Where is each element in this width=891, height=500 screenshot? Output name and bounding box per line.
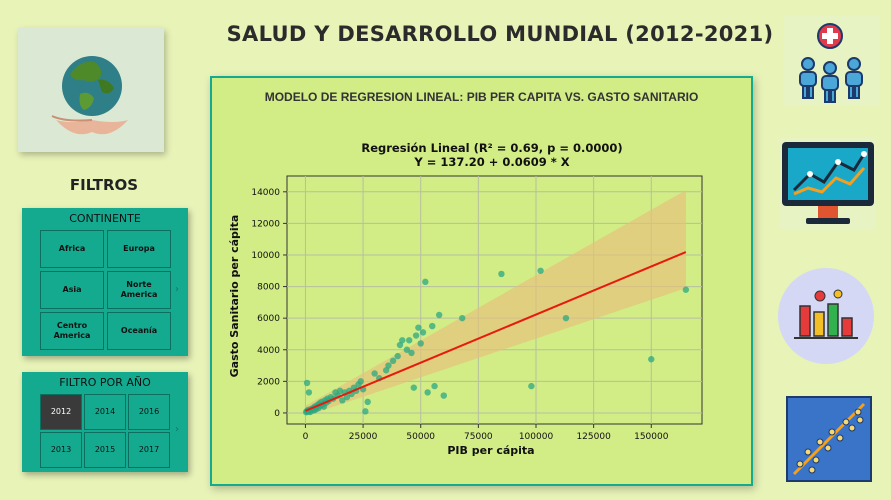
year-option-2017[interactable]: 2017	[128, 432, 170, 468]
x-tick-label: 50000	[406, 432, 435, 442]
regression-line	[305, 251, 687, 412]
bar-chart-analytics-icon	[778, 268, 874, 364]
y-tick-label: 6000	[257, 314, 280, 324]
x-tick-label: 75000	[464, 432, 493, 442]
y-tick-label: 8000	[257, 283, 280, 293]
chevron-right-icon[interactable]: ›	[175, 424, 179, 435]
x-tick-label: 25000	[349, 432, 378, 442]
data-point	[682, 286, 690, 293]
continent-slicer-title: CONTINENTE	[69, 212, 141, 225]
data-point	[339, 397, 346, 404]
data-point	[408, 349, 415, 357]
y-tick-label: 0	[274, 409, 280, 419]
year-slicer: FILTRO POR AÑO 2012 2014 2016 2013 2015 …	[22, 372, 188, 472]
data-point	[357, 378, 364, 385]
chart-title-line1: Regresión Lineal (R² = 0.69, p = 0.0000)	[361, 141, 622, 155]
data-point	[364, 398, 371, 406]
data-point	[440, 392, 447, 399]
data-point	[431, 382, 438, 390]
data-point	[399, 337, 406, 344]
monitor-growth-chart-icon	[780, 138, 876, 230]
continent-slicer: CONTINENTE Africa Europa Asia Norte Amer…	[22, 208, 188, 356]
scatter-trend-icon	[786, 396, 872, 482]
continent-option-norte-america[interactable]: Norte America	[107, 271, 171, 309]
data-point	[422, 278, 429, 286]
chart-panel-title: MODELO DE REGRESION LINEAL: PIB PER CAPI…	[264, 90, 699, 104]
data-point	[429, 322, 436, 330]
data-point	[385, 362, 392, 369]
year-option-2015[interactable]: 2015	[84, 432, 126, 468]
x-tick-label: 125000	[576, 432, 611, 442]
regression-scatter-chart: Regresión Lineal (R² = 0.69, p = 0.0000)…	[228, 141, 703, 457]
x-tick-label: 150000	[634, 432, 669, 442]
y-tick-label: 12000	[251, 219, 280, 229]
y-tick-label: 4000	[257, 346, 280, 356]
year-option-2012[interactable]: 2012	[40, 394, 82, 430]
data-point	[305, 389, 313, 396]
y-axis-label: Gasto Sanitario per cápita	[228, 215, 241, 378]
data-point	[459, 314, 466, 322]
data-point	[403, 346, 411, 353]
year-option-2016[interactable]: 2016	[128, 394, 170, 430]
year-option-2014[interactable]: 2014	[84, 394, 126, 430]
health-group-icon	[784, 16, 880, 106]
continent-option-europa[interactable]: Europa	[107, 230, 171, 268]
confidence-band	[305, 190, 686, 417]
y-tick-label: 14000	[251, 188, 280, 198]
continent-option-asia[interactable]: Asia	[40, 271, 104, 309]
data-point	[562, 314, 570, 322]
filters-label: FILTROS	[69, 176, 139, 194]
data-point	[396, 341, 404, 349]
year-option-2013[interactable]: 2013	[40, 432, 82, 468]
y-tick-label: 2000	[257, 377, 280, 387]
data-point	[412, 332, 420, 339]
plot-frame	[286, 175, 703, 425]
data-point	[648, 356, 655, 363]
data-point	[362, 408, 369, 415]
data-point	[537, 267, 544, 274]
continent-option-centro-america[interactable]: Centro America	[40, 312, 104, 350]
data-point	[417, 340, 424, 347]
x-axis-label: PIB per cápita	[447, 444, 534, 457]
chart-title-line2: Y = 137.20 + 0.0609 * X	[413, 155, 569, 169]
chevron-right-icon[interactable]: ›	[175, 284, 179, 295]
continent-option-oceania[interactable]: Oceanía	[107, 312, 171, 350]
year-slicer-title: FILTRO POR AÑO	[59, 376, 151, 389]
data-point	[528, 382, 535, 390]
data-point	[394, 352, 401, 360]
data-point	[371, 370, 378, 377]
data-point	[405, 337, 413, 344]
data-point	[419, 329, 427, 336]
y-tick-label: 10000	[251, 251, 280, 261]
data-point	[424, 389, 431, 396]
x-tick-label: 0	[303, 432, 309, 442]
x-tick-label: 100000	[519, 432, 554, 442]
data-point	[435, 311, 443, 319]
page-title: SALUD Y DESARROLLO MUNDIAL (2012-2021)	[226, 22, 774, 46]
continent-option-africa[interactable]: Africa	[40, 230, 104, 268]
data-point	[382, 367, 390, 374]
data-point	[303, 379, 311, 387]
regression-chart-panel: MODELO DE REGRESION LINEAL: PIB PER CAPI…	[210, 76, 753, 486]
data-point	[415, 324, 422, 331]
data-point	[498, 270, 505, 278]
hero-globe-image	[18, 28, 164, 152]
data-point	[389, 357, 397, 365]
data-point	[343, 393, 351, 401]
data-point	[410, 384, 418, 391]
